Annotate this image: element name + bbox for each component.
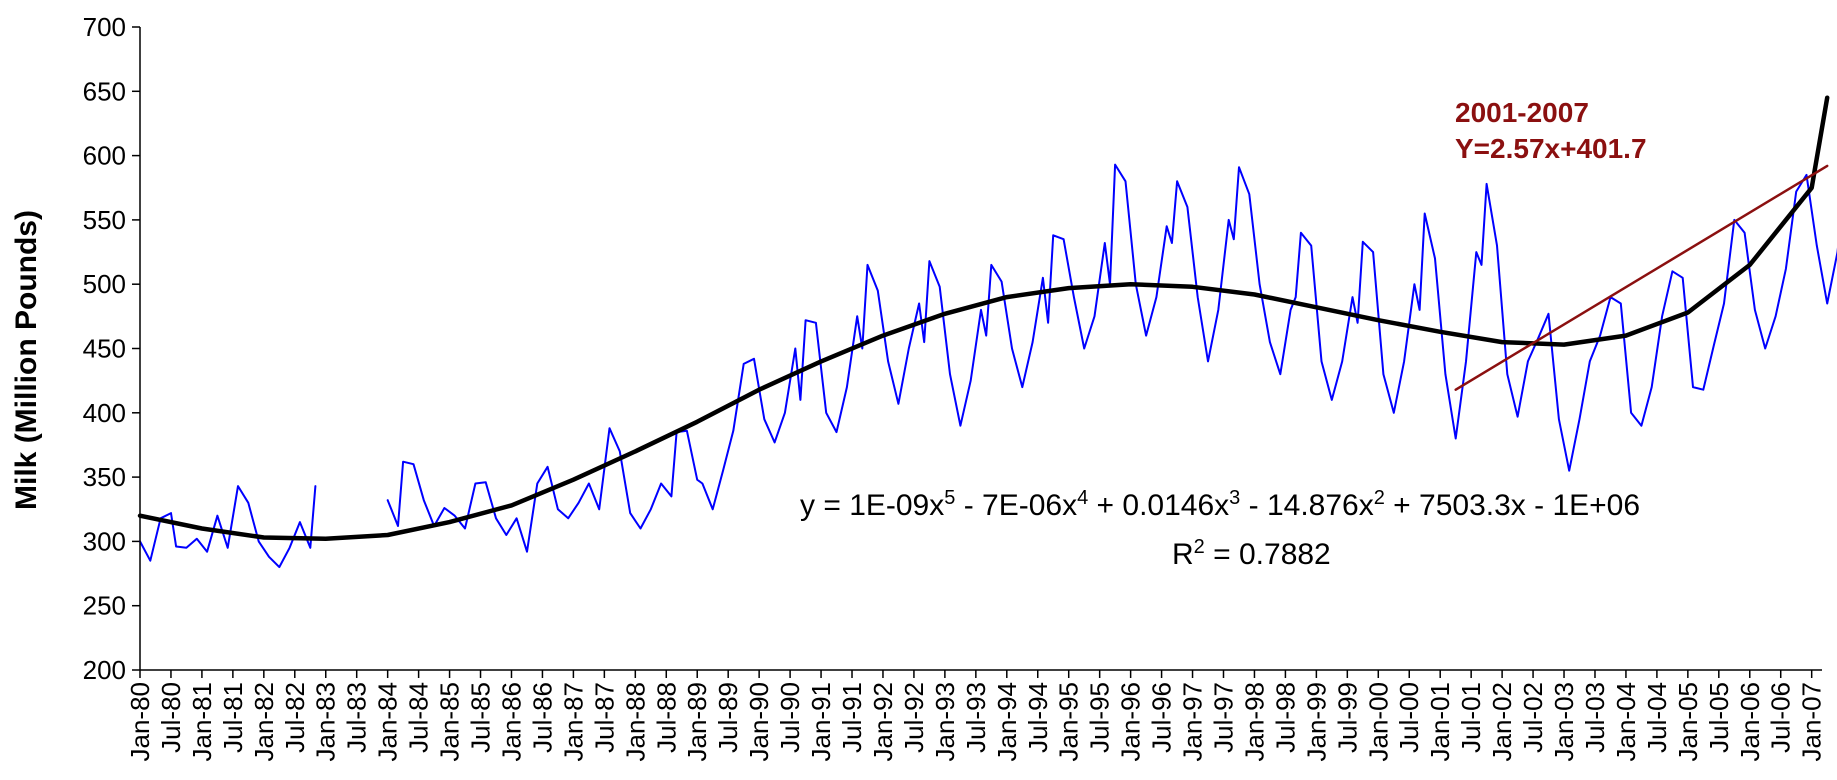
y-tick-label: 300 [83, 526, 126, 556]
superscript: 2 [1194, 536, 1205, 558]
x-tick-label: Jul-04 [1642, 682, 1672, 753]
x-tick-label: Jul-05 [1704, 682, 1734, 753]
x-tick-label: Jan-00 [1363, 682, 1393, 762]
x-tick-label: Jul-97 [1208, 682, 1238, 753]
y-tick-label: 500 [83, 269, 126, 299]
x-tick-label: Jul-91 [837, 682, 867, 753]
x-tick-label: Jul-06 [1766, 682, 1796, 753]
series-layer [137, 95, 1837, 569]
x-tick-label: Jan-92 [868, 682, 898, 762]
y-axis-title: Milk (Million Pounds) [10, 210, 43, 510]
x-tick-label: Jan-04 [1611, 682, 1641, 762]
x-tick-label: Jul-85 [466, 682, 496, 753]
y-tick-label: 700 [83, 12, 126, 42]
y-tick-label: 450 [83, 334, 126, 364]
annotations: y = 1E-09x5 - 7E-06x4 + 0.0146x3 - 14.87… [800, 97, 1647, 571]
x-tick-label: Jan-86 [496, 682, 526, 762]
superscript: 3 [1229, 487, 1240, 509]
x-tick-label: Jan-87 [558, 682, 588, 762]
polynomial-trend-line [137, 95, 1830, 542]
x-tick-label: Jan-99 [1301, 682, 1331, 762]
equation-part: R [1172, 538, 1194, 571]
y-axis-ticks: 200 250 300 350 400 450 500 550 600 650 700 [83, 12, 140, 685]
x-tick-label: Jan-95 [1054, 682, 1084, 762]
r-squared-label: R2 = 0.7882 [1172, 536, 1331, 571]
y-tick-label: 550 [83, 205, 126, 235]
equation-part: - 7E-06x [955, 489, 1077, 522]
linear-trend-2001-2007-line [1454, 164, 1829, 391]
x-tick-label: Jul-00 [1394, 682, 1424, 753]
x-tick-label: Jan-84 [373, 682, 403, 762]
x-tick-label: Jan-90 [744, 682, 774, 762]
x-tick-label: Jul-81 [218, 682, 248, 753]
y-tick-label: 250 [83, 591, 126, 621]
linear-fit-equation: Y=2.57x+401.7 [1455, 133, 1647, 164]
x-tick-label: Jul-93 [961, 682, 991, 753]
linear-fit-title: 2001-2007 [1455, 97, 1589, 128]
x-tick-label: Jan-07 [1797, 682, 1827, 762]
y-tick-label: 350 [83, 462, 126, 492]
x-tick-label: Jul-87 [589, 682, 619, 753]
x-tick-label: Jul-88 [651, 682, 681, 753]
monthly-line [386, 163, 1837, 553]
x-tick-label: Jan-81 [187, 682, 217, 762]
x-axis-ticks: Jan-80 Jul-80 Jan-81 Jul-81 Jan-82 Jul-82 Jan-… [125, 670, 1827, 762]
monthly-line [139, 485, 317, 569]
x-tick-label: Jul-92 [899, 682, 929, 753]
x-tick-label: Jan-02 [1487, 682, 1517, 762]
y-axis-label: Milk (Million Pounds) [10, 210, 43, 510]
x-tick-label: Jul-02 [1518, 682, 1548, 753]
y-tick-label: 200 [83, 655, 126, 685]
axes [139, 27, 1822, 671]
x-tick-label: Jan-91 [806, 682, 836, 762]
superscript: 5 [944, 487, 955, 509]
superscript: 4 [1077, 487, 1088, 509]
x-tick-label: Jan-01 [1425, 682, 1455, 762]
x-tick-label: Jul-84 [404, 682, 434, 753]
x-tick-label: Jan-03 [1549, 682, 1579, 762]
x-tick-label: Jan-96 [1116, 682, 1146, 762]
x-tick-label: Jan-98 [1239, 682, 1269, 762]
x-tick-label: Jul-89 [713, 682, 743, 753]
x-tick-label: Jan-05 [1673, 682, 1703, 762]
x-tick-label: Jan-82 [249, 682, 279, 762]
x-tick-label: Jul-95 [1085, 682, 1115, 753]
equation-part: + 7503.3x - 1E+06 [1385, 489, 1640, 522]
x-tick-label: Jan-88 [620, 682, 650, 762]
x-tick-label: Jul-82 [280, 682, 310, 753]
polynomial-equation: y = 1E-09x5 - 7E-06x4 + 0.0146x3 - 14.87… [800, 487, 1640, 522]
x-tick-label: Jan-89 [682, 682, 712, 762]
x-tick-label: Jan-85 [435, 682, 465, 762]
equation-part: + 0.0146x [1088, 489, 1229, 522]
x-tick-label: Jul-90 [775, 682, 805, 753]
x-tick-label: Jan-06 [1735, 682, 1765, 762]
x-tick-label: Jul-03 [1580, 682, 1610, 753]
x-tick-label: Jul-98 [1270, 682, 1300, 753]
superscript: 2 [1374, 487, 1385, 509]
x-tick-label: Jan-93 [930, 682, 960, 762]
x-tick-label: Jul-94 [1023, 682, 1053, 753]
equation-part: - 14.876x [1240, 489, 1373, 522]
x-tick-label: Jul-86 [527, 682, 557, 753]
x-tick-label: Jan-94 [992, 682, 1022, 762]
x-tick-label: Jan-80 [125, 682, 155, 762]
y-tick-label: 600 [83, 141, 126, 171]
y-tick-label: 650 [83, 76, 126, 106]
y-tick-label: 400 [83, 398, 126, 428]
equation-part: = 0.7882 [1205, 538, 1331, 571]
equation-part: y = 1E-09x [800, 489, 944, 522]
x-tick-label: Jul-80 [156, 682, 186, 753]
x-tick-label: Jul-83 [342, 682, 372, 753]
x-tick-label: Jul-99 [1332, 682, 1362, 753]
x-tick-label: Jan-83 [311, 682, 341, 762]
x-tick-label: Jul-01 [1456, 682, 1486, 753]
x-tick-label: Jul-96 [1147, 682, 1177, 753]
x-tick-label: Jan-97 [1178, 682, 1208, 762]
